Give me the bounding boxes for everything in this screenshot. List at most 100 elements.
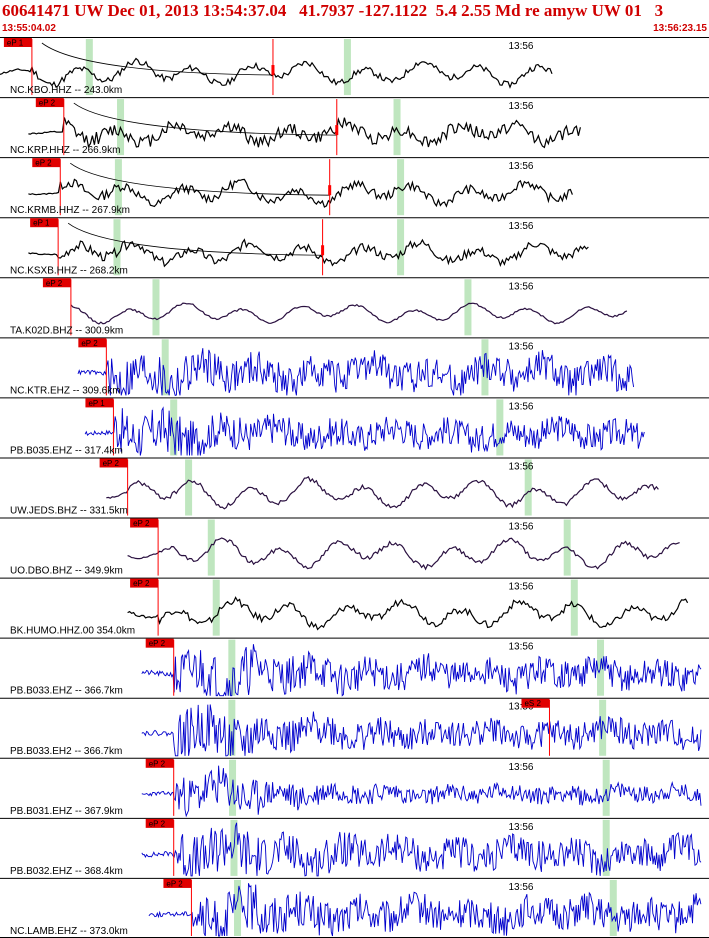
channel-label: PB.B035.EHZ -- 317.4km [10, 445, 123, 456]
channel-label: PB.B033.EHZ -- 366.7km [10, 686, 123, 697]
trace-row: 13:56 eP 2 UW.JEDS.BHZ -- 331.5km [0, 457, 709, 517]
phase-window [228, 639, 236, 696]
channel-label: BK.HUMO.HHZ.00 354.0km [10, 626, 135, 637]
amplitude-pick-mark [328, 185, 332, 196]
channel-label: NC.KSXB.HHZ -- 268.2km [10, 265, 128, 276]
trace-row: 13:56 eP 1 NC.KSXB.HHZ -- 268.2km [0, 217, 709, 276]
pick-label: eP 2 [35, 159, 52, 168]
pick-flag [30, 218, 59, 228]
time-mark-label: 13:56 [508, 221, 533, 232]
pick-flag [145, 638, 174, 648]
pick-flag [35, 98, 64, 108]
amplitude-curve [73, 102, 337, 136]
end-time-label: 13:56:23.15 [653, 23, 707, 34]
phase-window [570, 579, 578, 636]
channel-label: UO.DBO.BHZ -- 349.9km [10, 566, 123, 577]
phase-window [599, 699, 607, 756]
waveform-trace [28, 116, 581, 149]
waveform-trace [127, 537, 680, 571]
channel-label: NC.KBO.HHZ -- 243.0km [10, 85, 122, 96]
pick-label: eP 2 [133, 579, 150, 588]
waveform-trace [77, 348, 635, 396]
waveform-trace [0, 57, 553, 89]
phase-window [481, 339, 489, 396]
phase-window [228, 699, 236, 756]
pick-flag [99, 458, 128, 468]
channel-label: PB.B031.EHZ -- 367.9km [10, 806, 123, 817]
pick-label: eP 1 [33, 219, 50, 228]
phase-window [602, 819, 610, 876]
amplitude-pick-mark [335, 125, 339, 136]
channel-label: PB.B032.EHZ -- 368.4km [10, 866, 123, 877]
phase-window [170, 399, 178, 456]
trace-row: 13:56 eP 2 BK.HUMO.HHZ.00 354.0km [0, 577, 709, 637]
trace-row: 13:56 eP 2 NC.KRMB.HHZ -- 267.9km [0, 157, 709, 216]
pick-label: eP 2 [81, 339, 98, 348]
pick-flag [78, 338, 107, 348]
waveform-trace [70, 302, 628, 325]
channel-label: NC.KRP.HHZ -- 266.9km [10, 145, 120, 156]
pick-label: eP 1 [7, 39, 24, 48]
time-mark-label: 13:56 [508, 341, 533, 352]
trace-row: 13:56 eP 2 NC.LAMB.EHZ -- 373.0km [0, 877, 709, 937]
pick-flag [42, 278, 71, 288]
phase-window [152, 279, 160, 336]
waveform-trace [141, 765, 702, 818]
time-mark-label: 13:56 [508, 41, 533, 52]
pick-label: eP 2 [46, 279, 63, 288]
trace-row: 13:56 eP 2 PB.B032.EHZ -- 368.4km [0, 817, 709, 877]
pick-flag [32, 158, 61, 168]
phase-window [212, 579, 220, 636]
phase-window [207, 519, 215, 576]
channel-label: UW.JEDS.BHZ -- 331.5km [10, 506, 128, 517]
time-mark-label: 13:56 [508, 822, 533, 833]
phase-window [397, 159, 405, 216]
amplitude-curve [41, 42, 273, 76]
time-mark-label: 13:56 [508, 522, 533, 533]
phase-window [397, 219, 405, 276]
pick-label: eP 1 [88, 399, 105, 408]
pick-flag [145, 758, 174, 768]
pick-flag [130, 518, 159, 528]
waveform-trace [84, 406, 645, 456]
start-time-label: 13:55:04.02 [2, 23, 56, 34]
phase-window [234, 879, 242, 936]
waveform-trace [141, 704, 702, 757]
waveform-trace [141, 644, 702, 697]
waveform-trace [28, 238, 589, 268]
time-mark-label: 13:56 [508, 101, 533, 112]
pick-flag [163, 878, 192, 888]
channel-label: NC.KRMB.HHZ -- 267.9km [10, 205, 130, 216]
pick-label: eP 2 [149, 819, 166, 828]
time-mark-label: 13:56 [508, 762, 533, 773]
channel-label: NC.LAMB.EHZ -- 373.0km [10, 926, 128, 937]
pick-flag [521, 698, 550, 708]
pick-label: eP 2 [133, 519, 150, 528]
pick-label: eP 2 [149, 639, 166, 648]
phase-window [113, 219, 121, 276]
phase-window [524, 459, 532, 516]
pick-label: eP 2 [166, 879, 183, 888]
waveform-trace [28, 178, 573, 208]
phase-window [343, 39, 351, 96]
pick-flag [85, 398, 114, 408]
time-mark-label: 13:56 [508, 401, 533, 412]
phase-window [393, 99, 401, 156]
pick-flag [145, 818, 174, 828]
trace-row: 13:56 eP 2 PB.B033.EHZ -- 366.7km [0, 637, 709, 697]
trace-row: 13:56 eP 2 NC.KRP.HHZ -- 266.9km [0, 97, 709, 156]
trace-row: 13:56 eP 1 PB.B035.EHZ -- 317.4km [0, 397, 709, 456]
pick-label: eP 2 [39, 99, 56, 108]
waveform-trace [106, 476, 659, 510]
time-mark-label: 13:56 [508, 582, 533, 593]
trace-row: 13:56 eP 2 NC.KTR.EHZ -- 309.6km [0, 337, 709, 396]
channel-label: NC.KTR.EHZ -- 309.6km [10, 385, 121, 396]
waveform-trace [148, 883, 702, 937]
phase-window [496, 399, 504, 456]
trace-row: 13:56 eP 1 NC.KBO.HHZ -- 243.0km [0, 37, 709, 96]
phase-window [464, 279, 472, 336]
trace-row: 13:56 eP 2 PB.B031.EHZ -- 367.9km [0, 757, 709, 818]
phase-window [161, 339, 169, 396]
pick-label: eP 2 [149, 759, 166, 768]
